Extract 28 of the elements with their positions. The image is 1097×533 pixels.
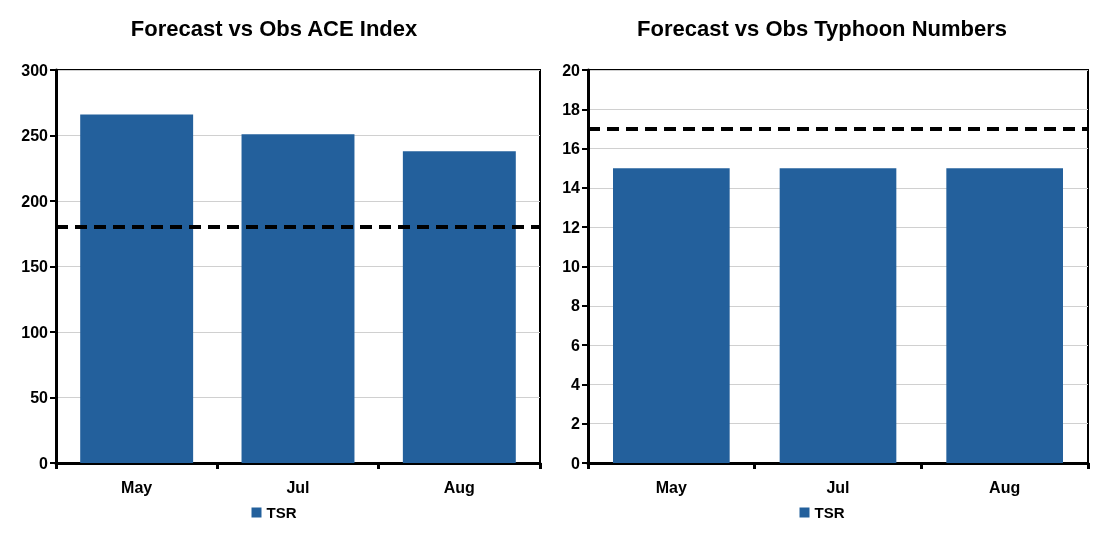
chart-title: Forecast vs Obs ACE Index bbox=[130, 15, 419, 41]
y-tick-label: 2 bbox=[571, 415, 581, 433]
x-tick-label: May bbox=[655, 478, 687, 496]
y-tick-label: 0 bbox=[571, 454, 581, 472]
x-tick-label: May bbox=[121, 478, 153, 496]
y-tick-label: 12 bbox=[562, 218, 581, 236]
y-tick-label: 6 bbox=[571, 336, 581, 354]
y-tick-label: 50 bbox=[30, 389, 49, 406]
x-tick-label: Jul bbox=[286, 478, 310, 496]
chart-title: Forecast vs Obs Typhoon Numbers bbox=[636, 15, 1008, 41]
y-tick-label: 300 bbox=[21, 61, 49, 79]
y-tick-label: 4 bbox=[571, 375, 581, 393]
y-tick-label: 8 bbox=[571, 297, 581, 315]
y-tick-label: 20 bbox=[562, 61, 581, 79]
y-tick-label: 150 bbox=[21, 258, 49, 275]
x-tick-label: Jul bbox=[826, 478, 850, 496]
y-tick-label: 250 bbox=[21, 127, 49, 144]
legend-label: TSR bbox=[814, 504, 845, 521]
y-tick-label: 10 bbox=[562, 258, 581, 275]
y-tick-label: 18 bbox=[562, 100, 581, 118]
y-tick-label: 0 bbox=[39, 454, 49, 472]
x-tick-label: Aug bbox=[443, 478, 475, 496]
y-tick-label: 200 bbox=[21, 192, 49, 210]
legend-label: TSR bbox=[266, 504, 297, 521]
y-tick-label: 100 bbox=[21, 323, 49, 341]
x-tick-label: Aug bbox=[989, 478, 1021, 496]
y-tick-label: 16 bbox=[562, 140, 581, 158]
y-tick-label: 14 bbox=[562, 179, 581, 197]
